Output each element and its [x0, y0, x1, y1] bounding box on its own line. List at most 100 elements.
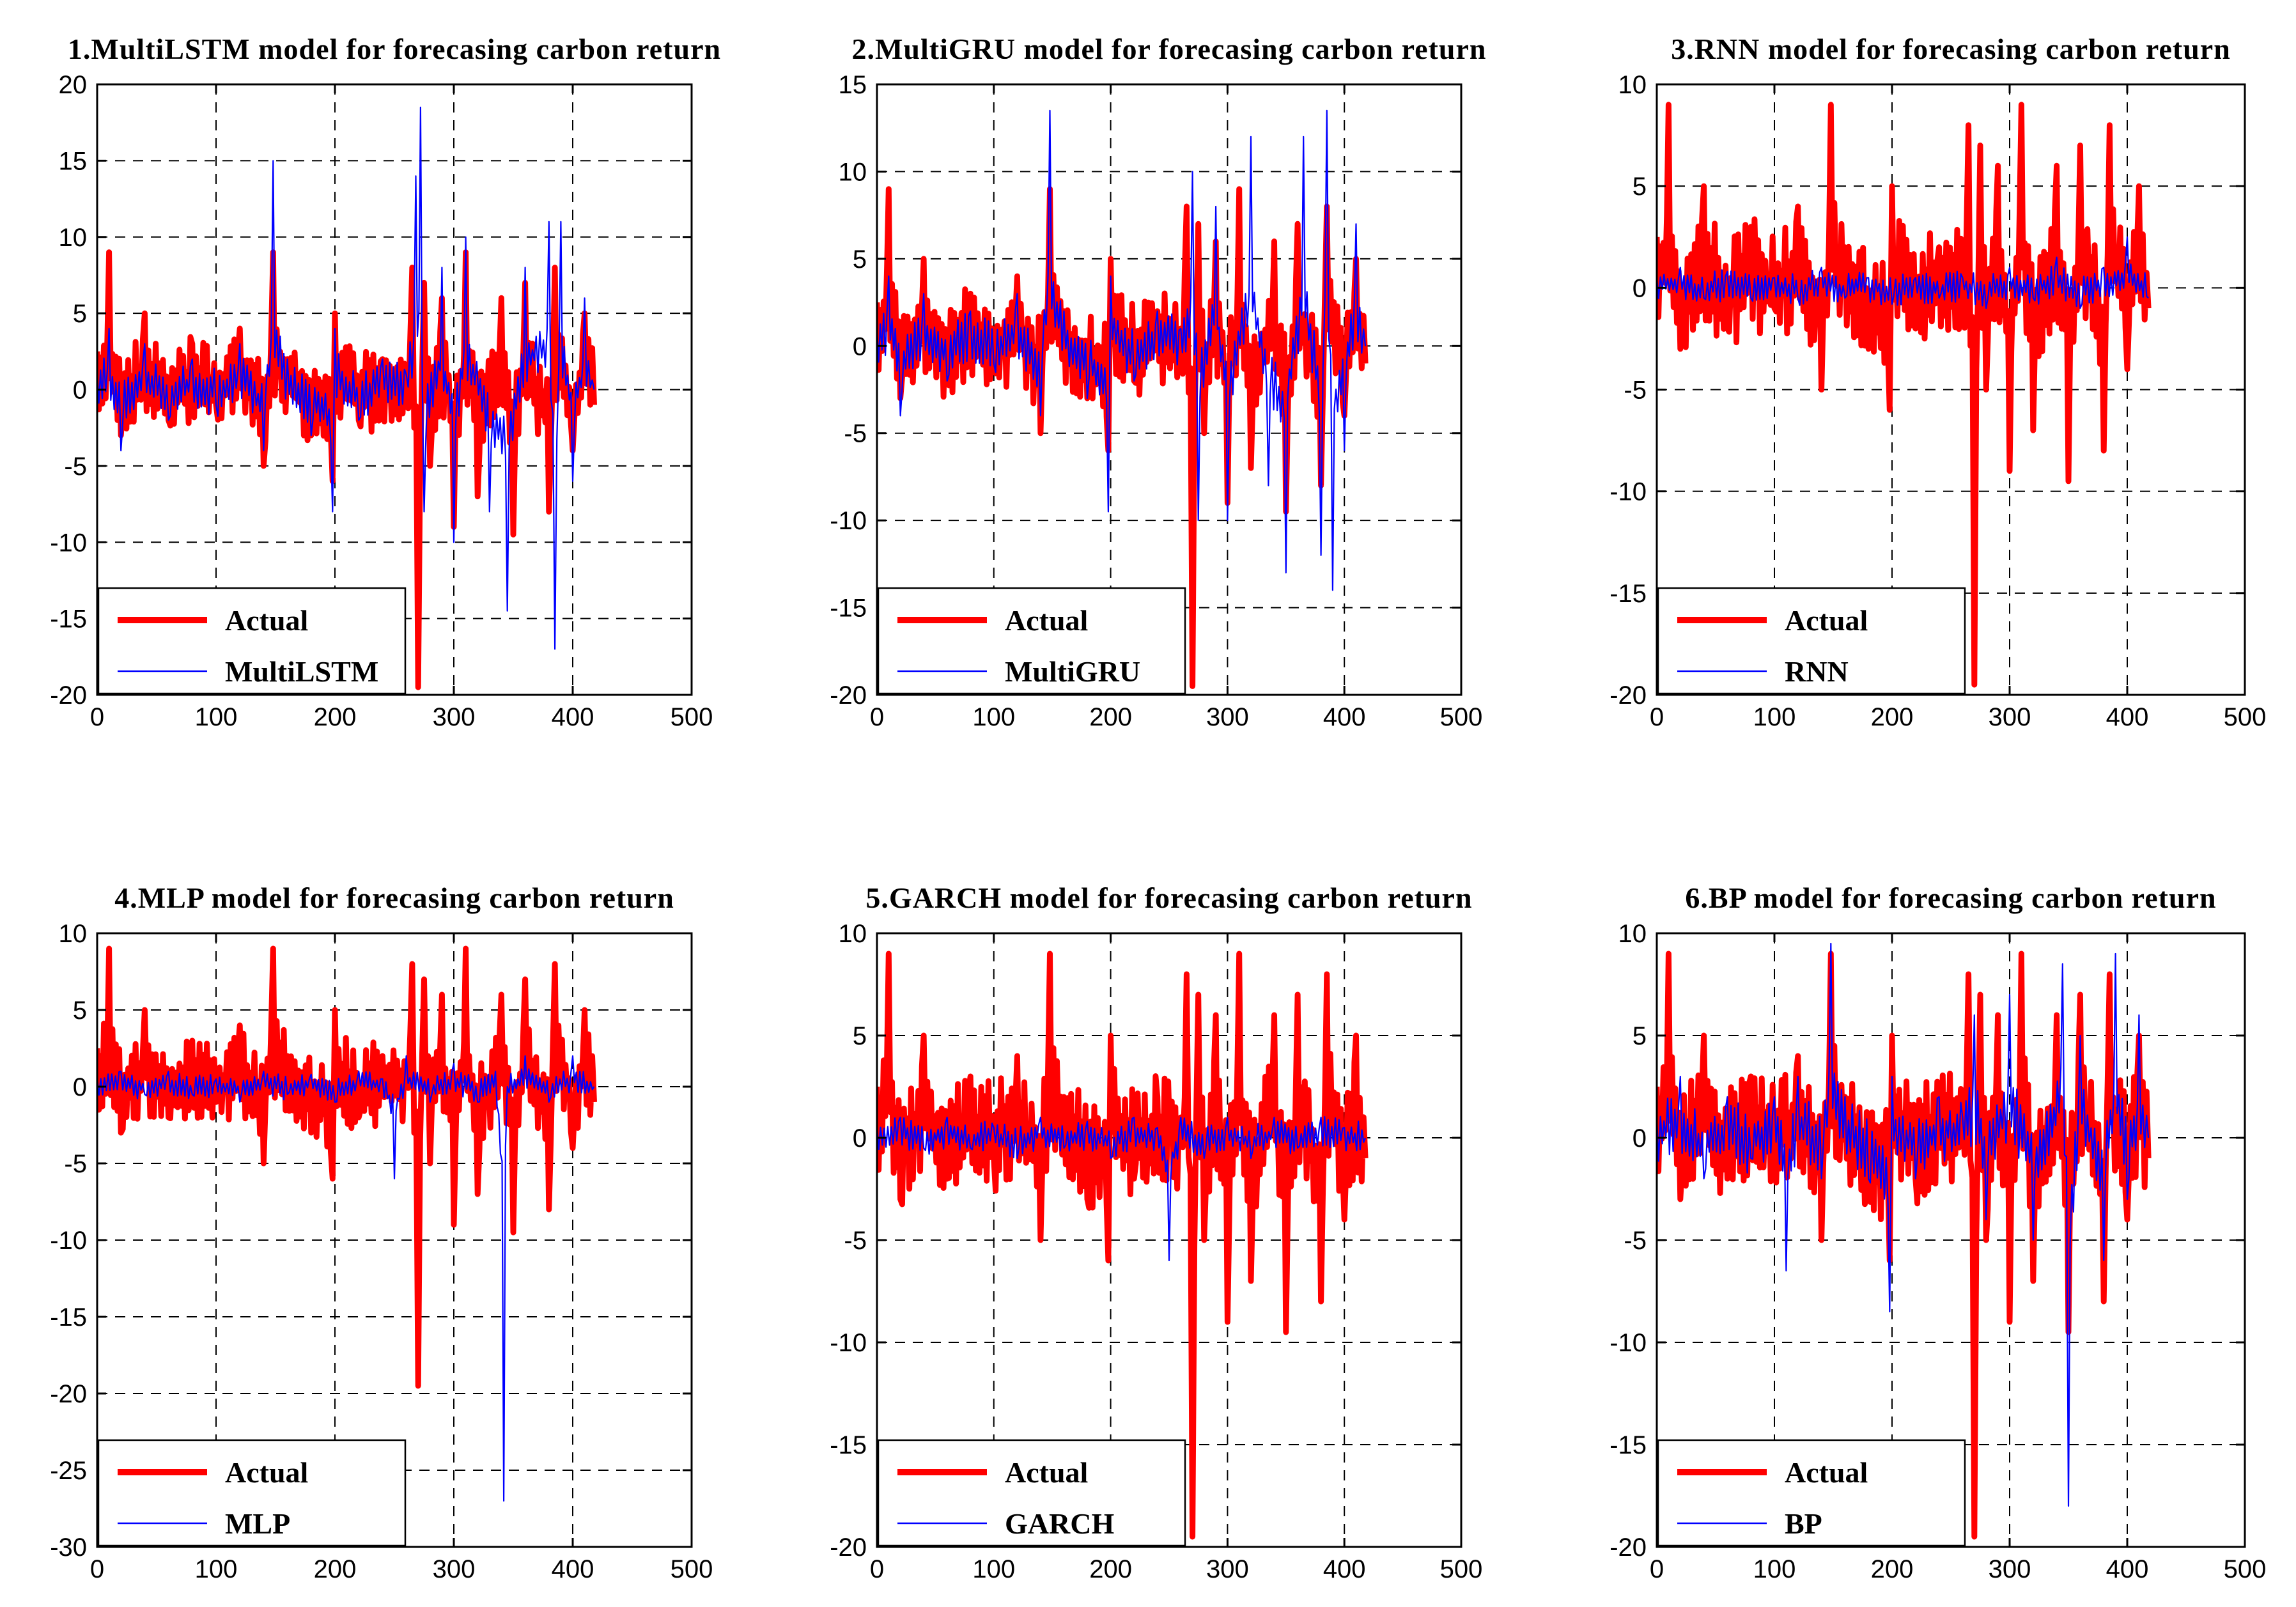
y-tick-label: 5 [853, 245, 867, 274]
y-tick-label: -5 [1624, 377, 1647, 405]
y-tick-label: -20 [830, 681, 867, 710]
x-tick-label: 200 [1089, 1555, 1132, 1583]
y-tick-label: -15 [50, 605, 87, 633]
y-tick-label: -5 [844, 420, 867, 448]
series-line-actual [97, 945, 597, 1389]
x-tick-label: 300 [1206, 703, 1249, 731]
chart-title: 2.MultiGRU model for forecasing carbon r… [851, 33, 1486, 65]
x-tick-label: 300 [433, 1555, 476, 1583]
plot-area [1657, 102, 2152, 688]
chart-panel-6: 6.BP model for forecasing carbon return 0… [1610, 881, 2266, 1583]
series-line-model [97, 106, 595, 650]
legend: Actual MLP [97, 1439, 407, 1547]
y-tick-label: 0 [853, 332, 867, 361]
legend-label: Actual [1005, 1456, 1088, 1489]
legend-box [1657, 587, 1966, 695]
legend-box [97, 1439, 407, 1547]
x-tick-label: 100 [1753, 703, 1796, 731]
y-tick-label: -15 [1610, 1431, 1647, 1459]
x-tick-label: 300 [433, 703, 476, 731]
y-tick-label: 10 [1618, 71, 1647, 99]
legend: Actual RNN [1657, 587, 1966, 695]
y-tick-label: -20 [1610, 1533, 1647, 1562]
y-tick-label: 0 [73, 377, 87, 405]
y-tick-label: -25 [50, 1457, 87, 1485]
y-tick-label: -10 [830, 1329, 867, 1357]
chart-title: 3.RNN model for forecasing carbon return [1671, 33, 2231, 65]
x-tick-label: 0 [90, 1555, 104, 1583]
y-tick-label: -20 [1610, 681, 1647, 710]
legend-label: Actual [225, 604, 308, 637]
y-tick-label: -20 [50, 1380, 87, 1408]
plot-area [97, 945, 597, 1502]
x-tick-label: 100 [195, 1555, 238, 1583]
y-tick-label: -10 [50, 529, 87, 557]
chart-panel-3: 3.RNN model for forecasing carbon return… [1610, 33, 2266, 731]
y-tick-label: 0 [1633, 274, 1647, 302]
x-tick-label: 100 [972, 1555, 1015, 1583]
legend-label: Actual [225, 1456, 308, 1489]
legend-label: MLP [225, 1507, 290, 1540]
chart-title: 5.GARCH model for forecasing carbon retu… [865, 881, 1472, 914]
x-tick-label: 200 [314, 1555, 357, 1583]
legend: Actual BP [1657, 1439, 1966, 1547]
x-tick-label: 500 [2224, 1555, 2267, 1583]
series-line-model [877, 109, 1367, 591]
legend-box [877, 1439, 1186, 1547]
y-tick-label: -10 [1610, 1329, 1647, 1357]
y-tick-label: -20 [50, 681, 87, 710]
x-tick-label: 400 [552, 703, 594, 731]
x-tick-label: 0 [1650, 703, 1664, 731]
x-tick-label: 400 [552, 1555, 594, 1583]
x-tick-label: 0 [870, 703, 884, 731]
chart-panel-2: 2.MultiGRU model for forecasing carbon r… [830, 33, 1486, 731]
x-tick-label: 500 [2224, 703, 2267, 731]
legend: Actual MultiGRU [877, 587, 1186, 695]
legend-box [1657, 1439, 1966, 1547]
legend-box [877, 587, 1186, 695]
y-tick-label: 5 [853, 1022, 867, 1050]
plot-area [1657, 942, 2152, 1540]
y-tick-label: -20 [830, 1533, 867, 1562]
plot-area [877, 951, 1369, 1540]
plot-area [97, 106, 597, 690]
y-tick-label: 0 [73, 1073, 87, 1101]
legend-label: GARCH [1005, 1507, 1114, 1540]
y-tick-label: 10 [59, 224, 88, 252]
chart-title: 1.MultiLSTM model for forecasing carbon … [68, 33, 721, 65]
chart-title: 4.MLP model for forecasing carbon return [114, 881, 674, 914]
legend-label: Actual [1785, 1456, 1868, 1489]
legend: Actual MultiLSTM [97, 587, 407, 695]
y-tick-label: -15 [830, 1431, 867, 1459]
y-tick-label: 5 [1633, 173, 1647, 201]
y-tick-label: -15 [830, 594, 867, 623]
y-tick-label: -5 [844, 1227, 867, 1255]
y-tick-label: 15 [839, 71, 867, 99]
legend-label: Actual [1005, 604, 1088, 637]
y-tick-label: 10 [839, 158, 867, 186]
x-tick-label: 400 [1323, 703, 1366, 731]
y-tick-label: 10 [59, 920, 88, 948]
y-tick-label: 10 [839, 920, 867, 948]
y-tick-label: 5 [73, 300, 87, 328]
legend-label: Actual [1785, 604, 1868, 637]
y-tick-label: -5 [1624, 1227, 1647, 1255]
x-tick-label: 500 [671, 1555, 713, 1583]
y-tick-label: -15 [1610, 580, 1647, 608]
y-tick-label: 15 [59, 147, 88, 175]
y-tick-label: -5 [64, 1150, 87, 1178]
y-tick-label: -10 [830, 507, 867, 535]
x-tick-label: 0 [870, 1555, 884, 1583]
x-tick-label: 300 [1989, 703, 2031, 731]
x-tick-label: 200 [1089, 703, 1132, 731]
chart-panel-5: 5.GARCH model for forecasing carbon retu… [830, 881, 1482, 1583]
y-tick-label: 10 [1618, 920, 1647, 948]
x-tick-label: 400 [1323, 1555, 1366, 1583]
series-line-model [97, 1055, 595, 1502]
legend: Actual GARCH [877, 1439, 1186, 1547]
y-tick-label: -5 [64, 453, 87, 481]
axes-box [876, 83, 1462, 696]
x-tick-label: 400 [2106, 703, 2149, 731]
x-tick-label: 100 [195, 703, 238, 731]
